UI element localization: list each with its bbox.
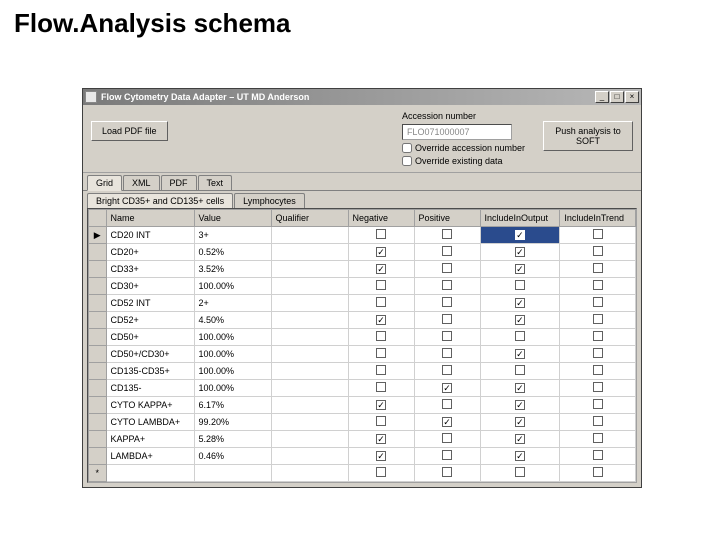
table-row[interactable]: CD135-100.00%✓✓ <box>89 380 636 397</box>
table-row[interactable]: CD135-CD35+100.00% <box>89 363 636 380</box>
top-panel: Load PDF file Accession number Override … <box>83 105 641 173</box>
data-grid[interactable]: NameValueQualifierNegativePositiveInclud… <box>88 209 636 482</box>
tab-grid[interactable]: Grid <box>87 175 122 191</box>
accession-group: Accession number Override accession numb… <box>402 111 525 166</box>
table-row[interactable]: CD50+/CD30+100.00%✓ <box>89 346 636 363</box>
window-controls: _ □ × <box>595 91 639 103</box>
data-grid-area: NameValueQualifierNegativePositiveInclud… <box>87 208 637 483</box>
column-header[interactable]: Negative <box>348 210 414 227</box>
table-row[interactable]: CD52+4.50%✓✓ <box>89 312 636 329</box>
app-window: Flow Cytometry Data Adapter – UT MD Ande… <box>82 88 642 488</box>
accession-input[interactable] <box>402 124 512 140</box>
table-row[interactable]: ▶CD20 INT3+✓ <box>89 227 636 244</box>
table-row[interactable]: CD52 INT2+✓ <box>89 295 636 312</box>
column-header[interactable]: Name <box>106 210 194 227</box>
column-header[interactable]: IncludeInTrend <box>560 210 636 227</box>
main-tabs: GridXMLPDFText <box>83 175 641 191</box>
titlebar-text: Flow Cytometry Data Adapter – UT MD Ande… <box>101 92 595 102</box>
table-row[interactable]: CD30+100.00% <box>89 278 636 295</box>
subtab-1[interactable]: Lymphocytes <box>234 193 305 208</box>
subtab-0[interactable]: Bright CD35+ and CD135+ cells <box>87 193 233 208</box>
override-existing-cb[interactable] <box>402 156 412 166</box>
override-accession-checkbox[interactable]: Override accession number <box>402 143 525 153</box>
load-pdf-button[interactable]: Load PDF file <box>91 121 168 141</box>
minimize-button[interactable]: _ <box>595 91 609 103</box>
table-row[interactable]: KAPPA+5.28%✓✓ <box>89 431 636 448</box>
override-existing-checkbox[interactable]: Override existing data <box>402 156 525 166</box>
table-new-row[interactable]: * <box>89 465 636 482</box>
sub-tabs: Bright CD35+ and CD135+ cellsLymphocytes <box>83 191 641 208</box>
column-header[interactable]: Value <box>194 210 271 227</box>
tab-xml[interactable]: XML <box>123 175 160 190</box>
titlebar: Flow Cytometry Data Adapter – UT MD Ande… <box>83 89 641 105</box>
override-accession-cb[interactable] <box>402 143 412 153</box>
column-header[interactable]: Positive <box>414 210 480 227</box>
accession-label: Accession number <box>402 111 525 121</box>
close-button[interactable]: × <box>625 91 639 103</box>
table-row[interactable]: CD33+3.52%✓✓ <box>89 261 636 278</box>
slide-title: Flow.Analysis schema <box>0 0 720 47</box>
table-row[interactable]: CD20+0.52%✓✓ <box>89 244 636 261</box>
table-row[interactable]: LAMBDA+0.46%✓✓ <box>89 448 636 465</box>
maximize-button[interactable]: □ <box>610 91 624 103</box>
tab-text[interactable]: Text <box>198 175 233 190</box>
push-analysis-button[interactable]: Push analysis to SOFT <box>543 121 633 151</box>
column-header[interactable]: IncludeInOutput <box>480 210 560 227</box>
column-header[interactable]: Qualifier <box>271 210 348 227</box>
table-row[interactable]: CYTO LAMBDA+99.20%✓✓ <box>89 414 636 431</box>
tab-pdf[interactable]: PDF <box>161 175 197 190</box>
app-icon <box>85 91 97 103</box>
table-row[interactable]: CD50+100.00% <box>89 329 636 346</box>
table-row[interactable]: CYTO KAPPA+6.17%✓✓ <box>89 397 636 414</box>
